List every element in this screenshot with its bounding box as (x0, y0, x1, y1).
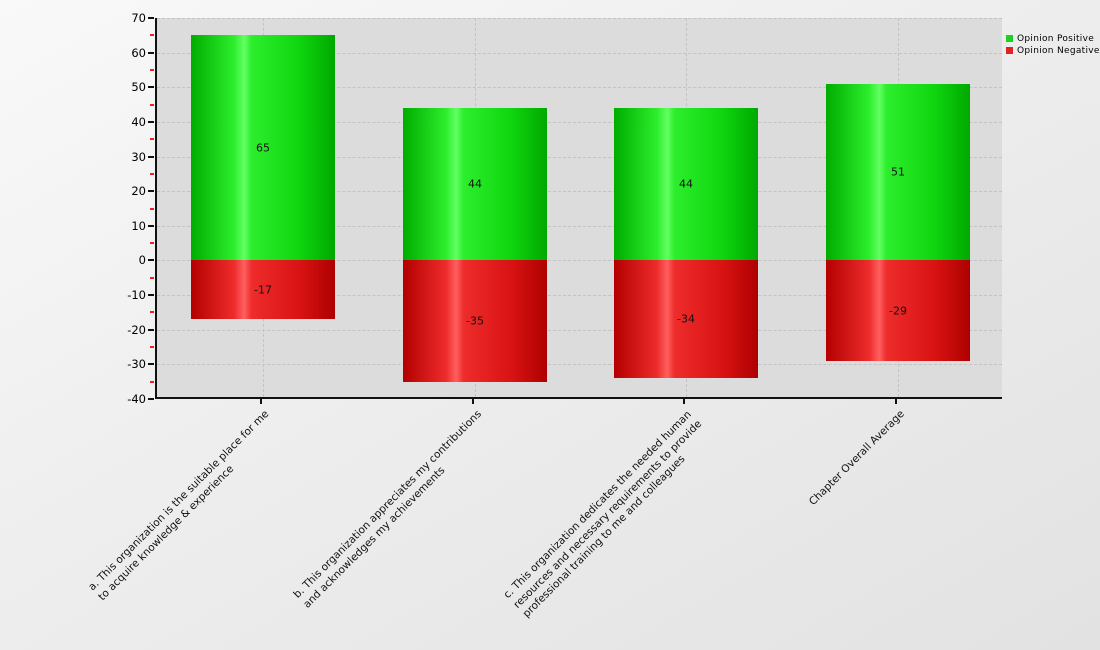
bar-value-label: 51 (891, 165, 905, 179)
y-axis-tick-label: 0 (138, 253, 146, 268)
bar-negative (403, 260, 547, 382)
y-axis-minor-tick (150, 242, 154, 245)
x-axis-tick (260, 399, 262, 404)
bar-value-label: 65 (256, 141, 270, 155)
gridline-horizontal (157, 18, 1002, 19)
bar-value-label: -29 (889, 304, 907, 318)
gridline-horizontal (157, 225, 1002, 227)
y-axis-major-tick (148, 328, 154, 331)
legend-label: Opinion Negative (1017, 45, 1100, 56)
x-axis-category-label: c. This organization dedicates the neede… (501, 408, 705, 621)
y-axis-tick-label: 40 (131, 114, 146, 129)
bar-value-label: -17 (254, 283, 272, 297)
bar-value-label: 44 (468, 177, 482, 191)
bar-positive (403, 108, 547, 261)
y-axis-tick-label: -20 (127, 322, 146, 337)
y-axis-major-tick (148, 155, 154, 158)
gridline-horizontal (157, 364, 1002, 366)
y-axis-minor-tick (150, 138, 154, 141)
legend-swatch-positive (1006, 35, 1013, 42)
y-axis-major-tick (148, 190, 154, 193)
y-axis-minor-tick (150, 103, 154, 106)
y-axis-minor-tick (150, 380, 154, 383)
y-axis-tick-label: 10 (131, 218, 146, 233)
y-axis-major-tick (148, 120, 154, 123)
gridline-horizontal (157, 121, 1002, 123)
y-axis-tick-label: 70 (131, 11, 146, 25)
y-axis-minor-tick (150, 311, 154, 314)
gridline-horizontal (157, 87, 1002, 89)
y-axis-tick-label: -30 (127, 357, 146, 372)
x-axis-category-label: b. This organization appreciates my cont… (290, 408, 484, 611)
bar-value-label: -34 (677, 312, 695, 326)
x-axis-category-label: Chapter Overall Average (806, 408, 907, 508)
legend-item: Opinion Negative (1006, 45, 1100, 56)
gridline-horizontal (157, 156, 1002, 158)
bar-positive (614, 108, 758, 261)
x-axis-category-label: a. This organization is the suitable pla… (86, 408, 272, 603)
y-axis-tick-label: 30 (131, 149, 146, 164)
bar-negative (614, 260, 758, 379)
gridline-horizontal (157, 260, 1002, 262)
y-axis-major-tick (148, 86, 154, 89)
y-axis-major-tick (148, 259, 154, 262)
y-axis-tick-label: 20 (131, 184, 146, 199)
bar-value-label: -35 (466, 314, 484, 328)
y-axis-tick-label: 50 (131, 80, 146, 95)
chart-legend: Opinion Positive Opinion Negative (1006, 33, 1100, 56)
x-axis-tick (895, 399, 897, 404)
y-axis-major-tick (148, 17, 154, 19)
plot-area: 65 44 44 51 -17 -35 -34 -29 (155, 18, 1002, 399)
y-axis-minor-tick (150, 68, 154, 71)
y-axis-tick-label: 60 (131, 45, 146, 60)
gridline-horizontal (157, 52, 1002, 54)
x-axis-tick (472, 399, 474, 404)
bar-negative (191, 260, 335, 320)
bar-positive (191, 35, 335, 261)
legend-label: Opinion Positive (1017, 33, 1095, 44)
gridline-horizontal (157, 329, 1002, 331)
y-axis-major-tick (148, 224, 154, 227)
x-axis-tick (683, 399, 685, 404)
y-axis-minor-tick (150, 172, 154, 175)
y-axis-major-tick (148, 51, 154, 54)
y-axis-tick-label: -40 (127, 392, 146, 406)
y-axis-minor-tick (150, 276, 154, 279)
gridline-horizontal (157, 191, 1002, 193)
y-axis-minor-tick (150, 34, 154, 37)
y-axis-major-tick (148, 398, 154, 400)
y-axis-minor-tick (150, 207, 154, 210)
y-axis-major-tick (148, 294, 154, 297)
y-axis-tick-label: -10 (127, 288, 146, 303)
bar-value-label: 44 (679, 177, 693, 191)
y-axis-major-tick (148, 363, 154, 366)
legend-item: Opinion Positive (1006, 33, 1100, 44)
gridline-horizontal (157, 295, 1002, 297)
bar-negative (826, 260, 970, 361)
y-axis-minor-tick (150, 346, 154, 349)
bar-positive (826, 83, 970, 261)
legend-swatch-negative (1006, 47, 1013, 54)
